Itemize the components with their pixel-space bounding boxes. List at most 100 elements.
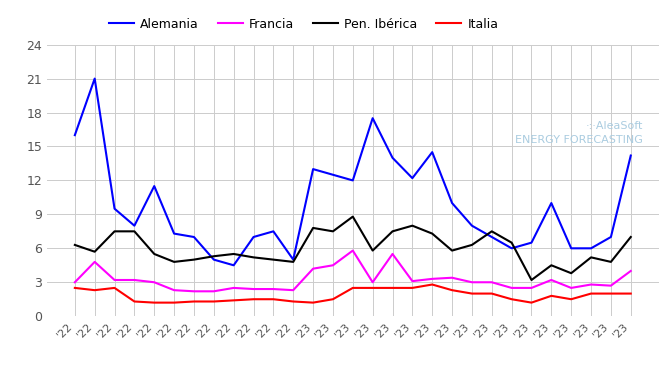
- Francia: [388, 252, 396, 256]
- Pen. Ibérica: [409, 224, 417, 228]
- Italia: [151, 300, 159, 305]
- Francia: [507, 286, 515, 290]
- Alemania: [448, 201, 456, 205]
- Francia: [151, 280, 159, 285]
- Pen. Ibérica: [488, 229, 496, 234]
- Italia: [607, 291, 615, 296]
- Francia: [587, 282, 595, 287]
- Pen. Ibérica: [329, 229, 337, 234]
- Alemania: [607, 235, 615, 239]
- Alemania: [130, 224, 138, 228]
- Italia: [567, 297, 575, 301]
- Italia: [91, 288, 99, 292]
- Alemania: [230, 263, 238, 267]
- Pen. Ibérica: [151, 252, 159, 256]
- Alemania: [507, 246, 515, 251]
- Francia: [110, 278, 118, 282]
- Italia: [488, 291, 496, 296]
- Pen. Ibérica: [309, 226, 317, 230]
- Francia: [528, 286, 536, 290]
- Alemania: [110, 206, 118, 211]
- Text: ·:·AleaSoft
ENERGY FORECASTING: ·:·AleaSoft ENERGY FORECASTING: [515, 121, 643, 145]
- Italia: [507, 297, 515, 301]
- Pen. Ibérica: [91, 250, 99, 254]
- Francia: [607, 283, 615, 288]
- Francia: [170, 288, 178, 292]
- Francia: [269, 287, 278, 291]
- Italia: [349, 286, 357, 290]
- Italia: [627, 291, 635, 296]
- Francia: [567, 286, 575, 290]
- Pen. Ibérica: [547, 263, 555, 267]
- Pen. Ibérica: [369, 248, 377, 253]
- Francia: [409, 279, 417, 283]
- Italia: [110, 286, 118, 290]
- Alemania: [587, 246, 595, 251]
- Francia: [448, 276, 456, 280]
- Line: Alemania: Alemania: [75, 78, 631, 265]
- Alemania: [369, 116, 377, 121]
- Pen. Ibérica: [249, 255, 257, 260]
- Francia: [369, 280, 377, 285]
- Italia: [130, 299, 138, 304]
- Alemania: [567, 246, 575, 251]
- Pen. Ibérica: [289, 260, 297, 264]
- Pen. Ibérica: [448, 248, 456, 253]
- Line: Pen. Ibérica: Pen. Ibérica: [75, 217, 631, 280]
- Pen. Ibérica: [607, 260, 615, 264]
- Pen. Ibérica: [388, 229, 396, 234]
- Francia: [488, 280, 496, 285]
- Line: Francia: Francia: [75, 251, 631, 291]
- Italia: [409, 286, 417, 290]
- Alemania: [151, 184, 159, 188]
- Line: Italia: Italia: [75, 285, 631, 302]
- Alemania: [91, 76, 99, 81]
- Alemania: [528, 240, 536, 245]
- Pen. Ibérica: [190, 257, 198, 262]
- Pen. Ibérica: [269, 257, 278, 262]
- Francia: [210, 289, 218, 294]
- Italia: [369, 286, 377, 290]
- Pen. Ibérica: [110, 229, 118, 234]
- Francia: [627, 269, 635, 273]
- Italia: [210, 299, 218, 304]
- Italia: [528, 300, 536, 305]
- Francia: [309, 266, 317, 271]
- Alemania: [71, 133, 79, 137]
- Alemania: [249, 235, 257, 239]
- Italia: [269, 297, 278, 301]
- Alemania: [170, 231, 178, 236]
- Alemania: [627, 153, 635, 158]
- Italia: [190, 299, 198, 304]
- Pen. Ibérica: [71, 243, 79, 247]
- Pen. Ibérica: [627, 235, 635, 239]
- Pen. Ibérica: [428, 231, 436, 236]
- Pen. Ibérica: [210, 254, 218, 259]
- Alemania: [210, 257, 218, 262]
- Italia: [309, 300, 317, 305]
- Legend: Alemania, Francia, Pen. Ibérica, Italia: Alemania, Francia, Pen. Ibérica, Italia: [104, 13, 503, 36]
- Francia: [289, 288, 297, 292]
- Italia: [388, 286, 396, 290]
- Francia: [249, 287, 257, 291]
- Francia: [329, 263, 337, 267]
- Italia: [448, 288, 456, 292]
- Alemania: [488, 235, 496, 239]
- Italia: [468, 291, 476, 296]
- Alemania: [547, 201, 555, 205]
- Pen. Ibérica: [507, 240, 515, 245]
- Alemania: [468, 224, 476, 228]
- Pen. Ibérica: [567, 271, 575, 275]
- Alemania: [269, 229, 278, 234]
- Italia: [289, 299, 297, 304]
- Pen. Ibérica: [130, 229, 138, 234]
- Francia: [130, 278, 138, 282]
- Francia: [190, 289, 198, 294]
- Italia: [249, 297, 257, 301]
- Francia: [91, 260, 99, 264]
- Italia: [587, 291, 595, 296]
- Pen. Ibérica: [349, 214, 357, 219]
- Italia: [547, 294, 555, 298]
- Alemania: [409, 176, 417, 180]
- Francia: [349, 248, 357, 253]
